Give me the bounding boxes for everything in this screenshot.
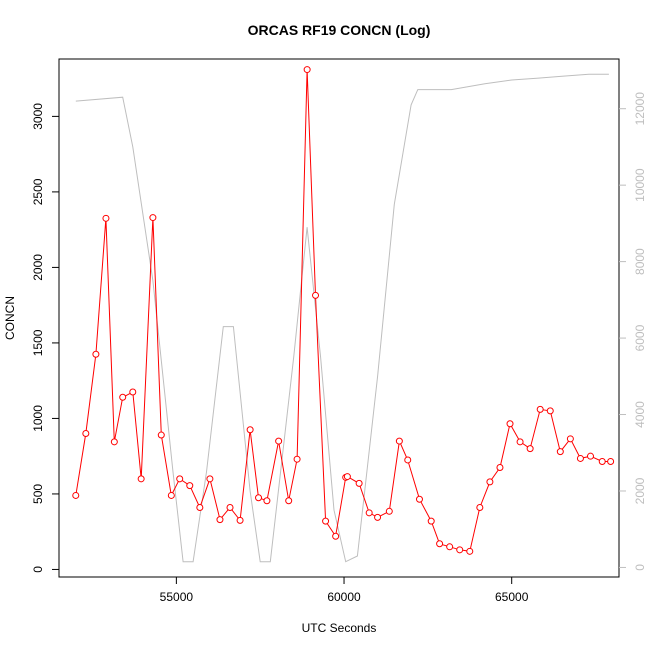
concn-data-point	[137, 475, 145, 483]
concn-data-point	[446, 543, 454, 551]
concn-data-point	[598, 457, 606, 465]
concn-data-point	[72, 491, 80, 499]
x-axis-label: UTC Seconds	[302, 621, 377, 635]
y-tick-label: 0	[31, 566, 45, 573]
concn-data-point	[404, 456, 412, 464]
concn-data-point	[92, 350, 100, 358]
x-tick-label: 55000	[160, 590, 194, 604]
concn-data-point	[216, 516, 224, 524]
concn-data-point	[486, 478, 494, 486]
concn-data-point	[186, 482, 194, 490]
concn-data-point	[293, 455, 301, 463]
concn-data-point	[322, 517, 330, 525]
y2-tick-label: 2000	[633, 477, 647, 504]
y-tick-label: 500	[31, 484, 45, 504]
concn-data-point	[196, 504, 204, 512]
concn-data-point	[343, 473, 351, 481]
y2-tick-label: 8000	[633, 248, 647, 275]
concn-data-point	[576, 454, 584, 462]
y2-tick-label: 12000	[633, 92, 647, 126]
concn-data-point	[275, 437, 283, 445]
concn-data-point	[157, 431, 165, 439]
concn-data-point	[176, 475, 184, 483]
concn-data-point	[546, 407, 554, 415]
concn-data-point	[149, 214, 157, 222]
y-tick-label: 2000	[31, 254, 45, 281]
series-layer	[72, 66, 615, 563]
concn-data-point	[129, 388, 137, 396]
concn-data-point	[415, 495, 423, 503]
y2-tick-label: 4000	[633, 401, 647, 428]
concn-data-point	[246, 426, 254, 434]
plot-frame	[58, 58, 620, 578]
concn-data-point	[385, 507, 393, 515]
concn-data-point	[456, 546, 464, 554]
concn-data-point	[586, 452, 594, 460]
concn-data-point	[167, 491, 175, 499]
concn-data-point	[516, 438, 524, 446]
y2-tick-label: 10000	[633, 168, 647, 202]
concn-data-point	[303, 66, 311, 74]
y2-axis: 0 2000 4000 6000 8000 10000 12000	[619, 92, 647, 571]
concn-data-point	[102, 214, 110, 222]
concn-data-point	[526, 445, 534, 453]
concn-data-point	[374, 513, 382, 521]
y2-tick-label: 6000	[633, 324, 647, 351]
secondary-series-line	[75, 73, 609, 563]
concn-data-point	[506, 420, 514, 428]
concn-data-point	[496, 464, 504, 472]
concn-data-point	[312, 291, 320, 299]
concn-data-point	[607, 457, 615, 465]
concn-data-point	[263, 497, 271, 505]
chart-title: ORCAS RF19 CONCN (Log)	[248, 22, 431, 38]
y-tick-label: 2500	[31, 178, 45, 205]
concn-data-point	[226, 504, 234, 512]
concn-data-point	[82, 430, 90, 438]
concn-data-point	[332, 532, 340, 540]
y-axis: 0 500 1000 1500 2000 2500 3000	[31, 103, 59, 573]
y-tick-label: 1500	[31, 329, 45, 356]
concn-data-point	[536, 405, 544, 413]
concn-data-point	[466, 547, 474, 555]
concn-data-point	[427, 517, 435, 525]
x-tick-label: 65000	[495, 590, 529, 604]
concn-data-point	[236, 516, 244, 524]
concn-data-point	[566, 435, 574, 443]
concn-data-point	[556, 448, 564, 456]
concn-data-point	[285, 497, 293, 505]
y2-tick-label: 0	[633, 564, 647, 571]
concn-data-point	[355, 479, 363, 487]
concn-data-point	[365, 509, 373, 517]
concn-data-point	[395, 437, 403, 445]
concn-data-point	[436, 540, 444, 548]
y-tick-label: 3000	[31, 103, 45, 130]
y-tick-label: 1000	[31, 405, 45, 432]
x-axis: 55000 60000 65000	[160, 577, 529, 604]
concn-data-point	[476, 504, 484, 512]
concn-data-point	[110, 438, 118, 446]
y-axis-label: CONCN	[3, 296, 17, 340]
concn-data-point	[119, 393, 127, 401]
x-tick-label: 60000	[327, 590, 361, 604]
concn-data-point	[206, 475, 214, 483]
concn-data-point	[255, 494, 263, 502]
